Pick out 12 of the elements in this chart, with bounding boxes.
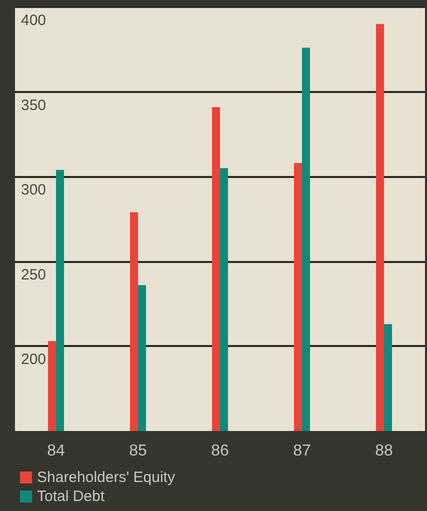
legend-label: Shareholders' Equity	[37, 469, 176, 486]
x-tick-label: 86	[211, 442, 229, 460]
y-tick-label: 250	[21, 266, 46, 284]
x-tick-label: 87	[293, 442, 311, 460]
y-tick-label: 200	[21, 351, 46, 368]
legend-label: Total Debt	[37, 488, 106, 505]
y-tick-label: 300	[21, 182, 46, 199]
y-tick-label: 350	[21, 96, 46, 114]
x-tick-label: 85	[129, 442, 147, 460]
x-tick-label: 88	[375, 442, 393, 460]
x-tick-label: 84	[47, 442, 65, 460]
y-tick-label: 400	[21, 12, 46, 29]
